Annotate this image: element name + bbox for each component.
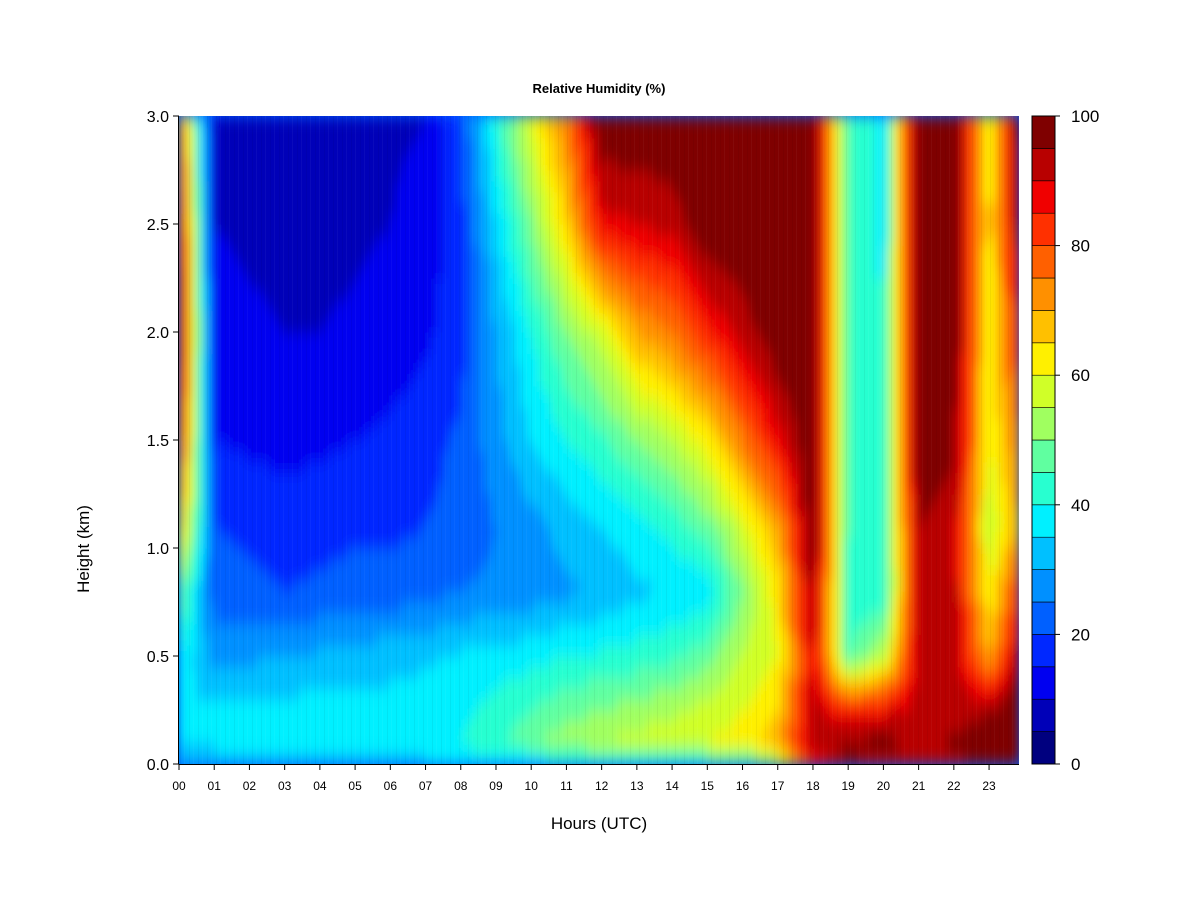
plot-area [179,116,1019,764]
chart-title: Relative Humidity (%) [533,81,666,96]
